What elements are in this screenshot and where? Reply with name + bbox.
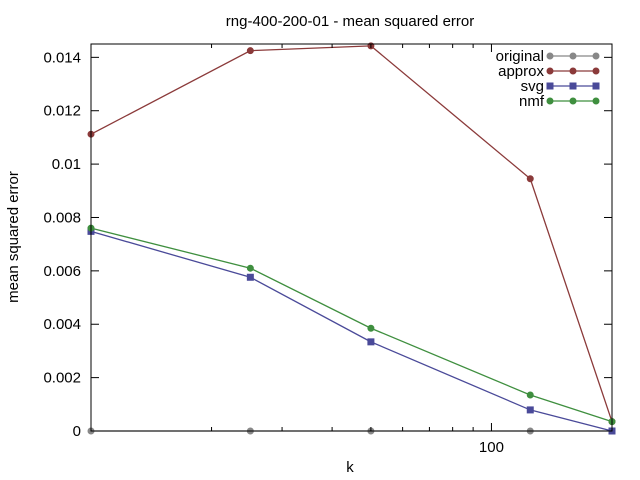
- data-point-nmf: [246, 264, 254, 272]
- legend-swatch-marker: [546, 52, 554, 60]
- legend-swatch-marker: [592, 97, 600, 105]
- legend-swatch-marker: [592, 67, 600, 75]
- y-tick-label: 0: [73, 423, 81, 440]
- data-point-approx: [246, 47, 254, 55]
- data-point-nmf: [367, 324, 375, 332]
- legend-label: svg: [521, 78, 544, 95]
- y-tick-label: 0.004: [43, 316, 81, 333]
- legend-swatch-marker: [569, 52, 577, 60]
- data-point-svg: [246, 273, 254, 281]
- legend-entry-approx: approx: [498, 63, 600, 80]
- chart-title: rng-400-200-01 - mean squared error: [226, 13, 474, 30]
- data-point-svg: [367, 338, 375, 346]
- legend-swatch-marker: [592, 82, 600, 90]
- legend-label: original: [496, 48, 544, 65]
- legend-swatch-marker: [569, 67, 577, 75]
- legend-label: nmf: [519, 93, 545, 110]
- y-tick-label: 0.006: [43, 263, 81, 280]
- series-line-nmf: [90, 227, 613, 423]
- legend-swatch-marker: [569, 82, 577, 90]
- x-axis-label: k: [346, 459, 354, 476]
- legend-swatch-marker: [592, 52, 600, 60]
- series-line-svg: [90, 230, 613, 432]
- y-tick-label: 0.012: [43, 103, 81, 120]
- y-tick-label: 0.002: [43, 370, 81, 387]
- data-point-nmf: [526, 391, 534, 399]
- legend-swatch-marker: [546, 67, 554, 75]
- data-point-approx: [526, 175, 534, 183]
- legend-swatch-marker: [569, 97, 577, 105]
- legend-label: approx: [498, 63, 544, 80]
- plot-frame: [90, 43, 613, 432]
- axes: 0 0.002 0.004 0.006 0.008 0.01 0.012 0.014 100: [43, 43, 613, 456]
- y-tick-label: 0.01: [52, 156, 81, 173]
- y-tick-label: 0.014: [43, 49, 81, 66]
- legend-entry-nmf: nmf: [519, 93, 600, 110]
- legend-swatch-marker: [546, 82, 554, 90]
- legend-swatch-marker: [546, 97, 554, 105]
- y-axis-label: mean squared error: [5, 171, 22, 303]
- legend-entry-original: original: [496, 48, 600, 65]
- data-point-svg: [526, 406, 534, 414]
- series-svg: [87, 227, 616, 435]
- y-tick-label: 0.008: [43, 209, 81, 226]
- series-nmf: [87, 224, 616, 426]
- x-tick-label: 100: [479, 439, 504, 456]
- legend-entry-svg: svg: [521, 78, 600, 95]
